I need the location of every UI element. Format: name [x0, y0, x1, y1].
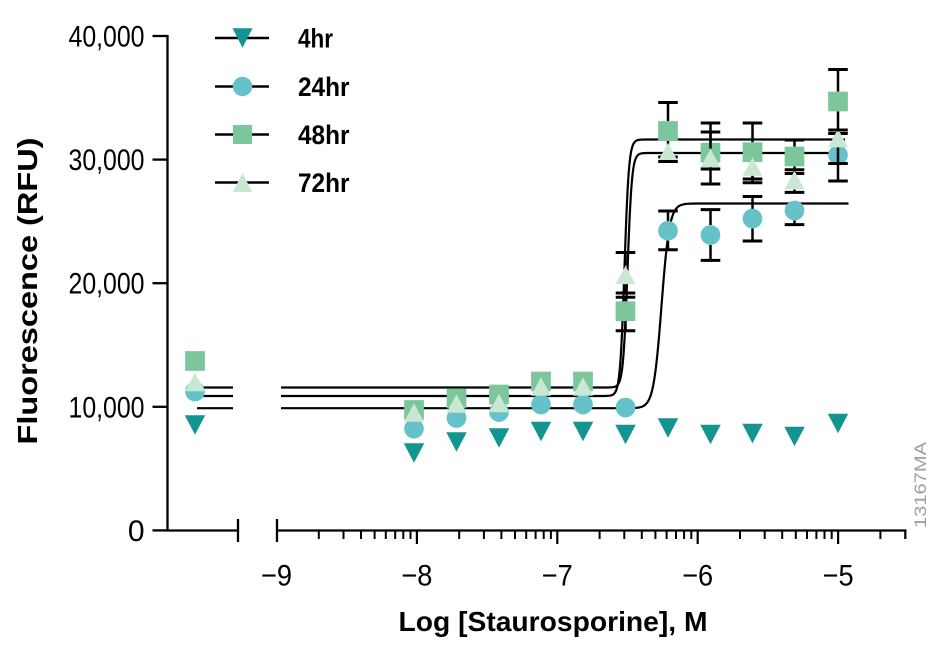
svg-text:−9: −9 [261, 560, 292, 593]
svg-text:10,000: 10,000 [69, 391, 145, 424]
svg-text:−7: −7 [542, 560, 573, 593]
svg-text:40,000: 40,000 [69, 21, 145, 54]
svg-text:72hr: 72hr [298, 168, 350, 198]
svg-text:13167MA: 13167MA [911, 441, 930, 528]
svg-text:20,000: 20,000 [69, 268, 145, 301]
svg-text:−5: −5 [823, 560, 854, 593]
svg-text:Log [Staurosporine], M: Log [Staurosporine], M [399, 606, 708, 637]
svg-text:−8: −8 [401, 560, 432, 593]
svg-text:4hr: 4hr [298, 24, 333, 54]
svg-text:24hr: 24hr [298, 72, 350, 102]
svg-text:Fluorescence (RFU): Fluorescence (RFU) [12, 138, 43, 445]
svg-text:−6: −6 [682, 560, 713, 593]
svg-text:0: 0 [128, 515, 145, 548]
svg-text:30,000: 30,000 [69, 144, 145, 177]
svg-text:48hr: 48hr [298, 120, 350, 150]
